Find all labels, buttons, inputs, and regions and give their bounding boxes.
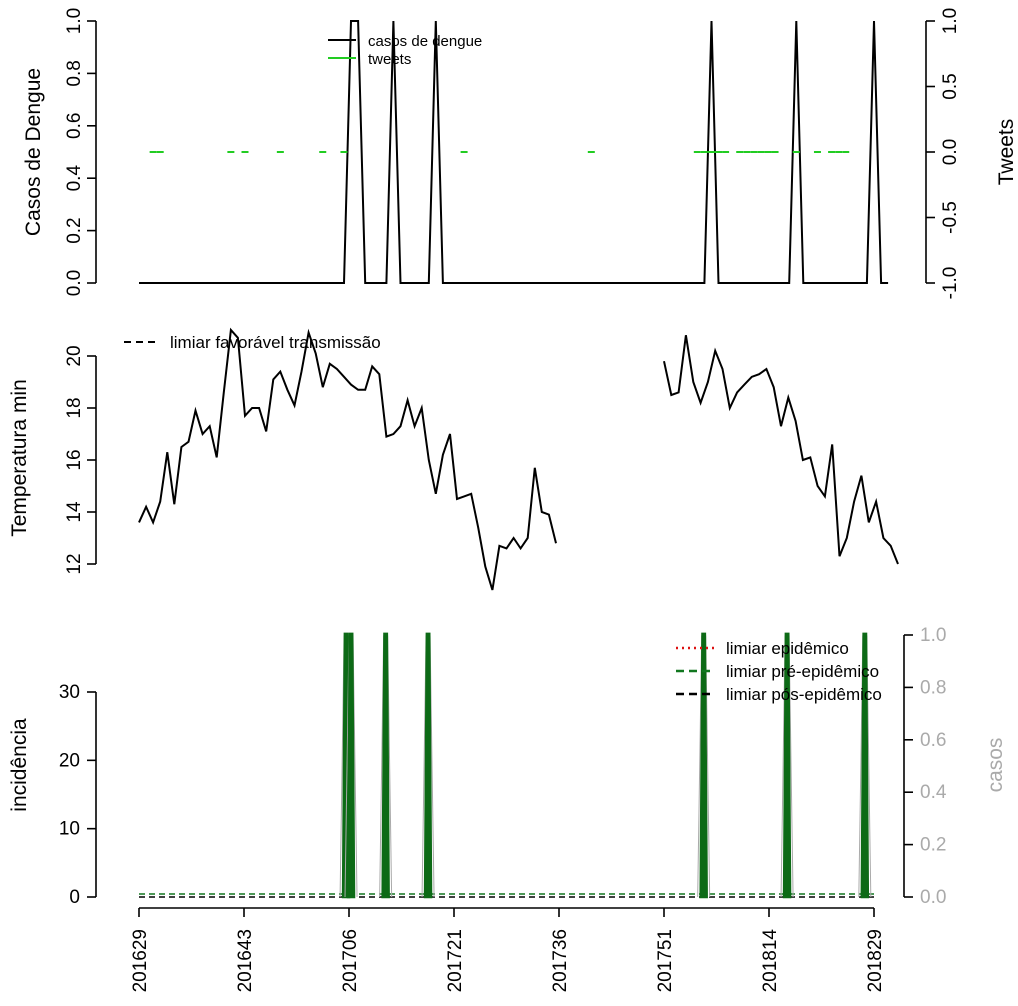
ylabel-temperatura-min: Temperatura min: [8, 379, 31, 537]
tick-label: 10: [59, 819, 80, 840]
tick-label: 18: [64, 397, 85, 418]
tick-label: 0.2: [64, 217, 85, 243]
left-axis-temperatura: 12 14 16 18 20: [64, 345, 97, 575]
x-tick-label: 201721: [445, 929, 466, 992]
tick-label: 0.4: [64, 165, 85, 192]
tick-label: 0.6: [64, 113, 85, 139]
x-tick-label: 201736: [550, 929, 571, 992]
series-casos-de-dengue: [139, 20, 889, 284]
legend-panel2: limiar favorável transmissão: [124, 333, 381, 352]
x-tick-label: 201751: [655, 929, 676, 992]
tick-label: 1.0: [920, 625, 946, 646]
ylabel-tweets: Tweets: [995, 119, 1018, 186]
incidence-spike: [423, 632, 433, 899]
tick-label: 0.8: [64, 60, 85, 86]
tick-label: -1.0: [940, 267, 961, 300]
ylabel-incidencia: incidência: [8, 718, 31, 812]
incidence-spike: [346, 632, 356, 899]
tick-label: 12: [64, 553, 85, 574]
tick-label: 0.6: [920, 730, 946, 751]
panel-temperatura: 12 14 16 18 20 Temperatura min limiar favorá…: [8, 327, 899, 591]
tick-label: 0.0: [940, 139, 961, 165]
legend-label-casos: casos de dengue: [368, 33, 482, 50]
tick-label: 0.0: [64, 270, 85, 296]
tick-label: 30: [59, 682, 80, 703]
legend-panel3: limiar epidêmico limiar pré-epidêmico li…: [676, 639, 882, 704]
tick-label: 0.4: [920, 782, 947, 803]
tick-label: 16: [64, 449, 85, 470]
legend-label-pre-epidemico: limiar pré-epidêmico: [726, 662, 879, 681]
x-tick-label: 201643: [235, 929, 256, 992]
legend-label-limiar: limiar favorável transmissão: [170, 333, 381, 352]
tick-label: 1.0: [940, 8, 961, 34]
legend-label-epidemico: limiar epidêmico: [726, 639, 849, 658]
series-temperatura-part2: [663, 335, 899, 565]
series-temperatura-part1: [138, 327, 557, 591]
tick-label: 1.0: [64, 8, 85, 34]
x-axis-epiweek: 201629 201643 201706 201721 201736 201751 2018…: [130, 907, 886, 993]
panel-dengue-tweets: 0.0 0.2 0.4 0.6 0.8 1.0 -1.0 -0.5 0.0 0.5 1.0 Cas…: [22, 8, 1018, 300]
tick-label: 0: [69, 887, 80, 908]
right-axis-casos: 0.0 0.2 0.4 0.6 0.8 1.0: [903, 625, 947, 908]
tick-label: 20: [64, 345, 85, 366]
right-axis-tweets: -1.0 -0.5 0.0 0.5 1.0: [925, 8, 961, 300]
tick-label: 0.2: [920, 835, 946, 856]
incidence-spike: [860, 632, 870, 899]
x-tick-label: 201829: [865, 929, 886, 992]
x-tick-label: 201629: [130, 929, 151, 992]
ylabel-casos-de-dengue: Casos de Dengue: [22, 68, 45, 236]
incidence-spike: [699, 632, 708, 899]
left-axis-casos: 0.0 0.2 0.4 0.6 0.8 1.0: [64, 8, 97, 296]
incidence-spike: [381, 632, 390, 899]
legend-label-tweets: tweets: [368, 51, 411, 68]
tick-label: -0.5: [940, 201, 961, 234]
tick-label: 14: [64, 501, 85, 523]
incidence-spike: [782, 632, 792, 899]
legend-label-pos-epidemico: limiar pós-epidêmico: [726, 685, 882, 704]
tick-label: 0.0: [920, 887, 946, 908]
tick-label: 20: [59, 750, 80, 771]
ylabel-casos: casos: [984, 738, 1007, 793]
x-tick-label: 201814: [760, 929, 781, 993]
tick-label: 0.8: [920, 677, 946, 698]
tick-label: 0.5: [940, 73, 961, 99]
x-tick-label: 201706: [340, 929, 361, 992]
left-axis-incidencia: 0 10 20 30: [59, 682, 97, 908]
legend-panel1: casos de dengue tweets: [328, 33, 482, 68]
